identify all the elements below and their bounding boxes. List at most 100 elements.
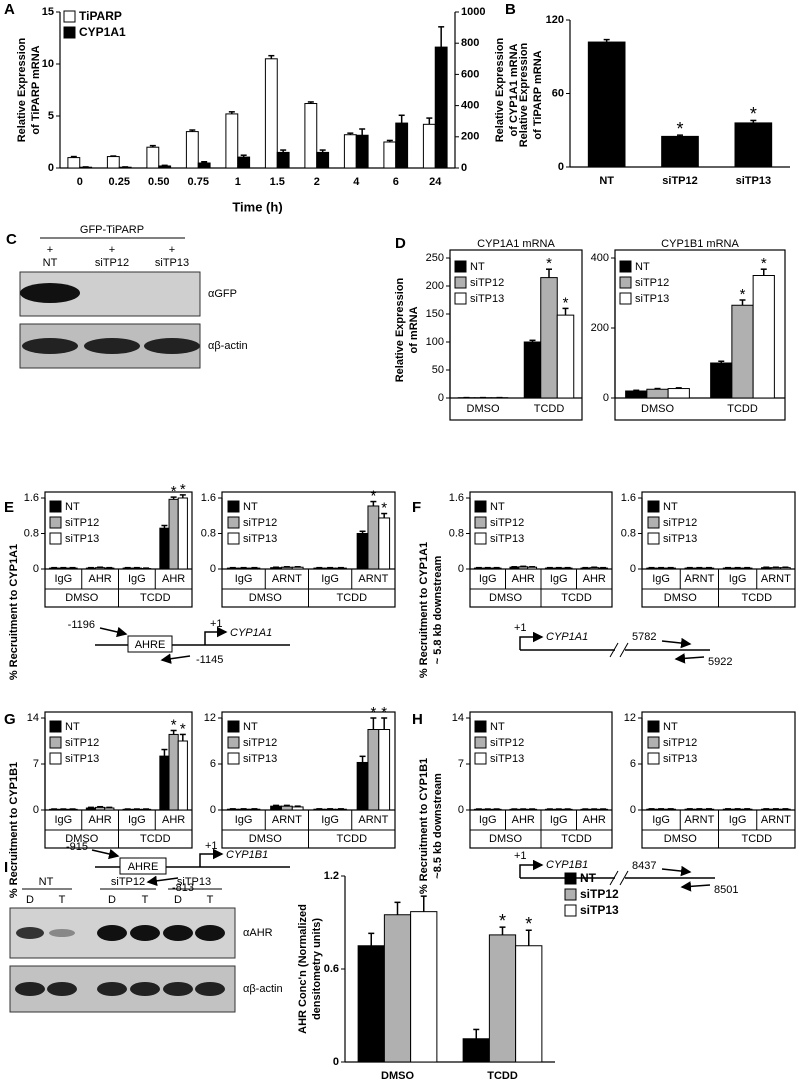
legend-swatch <box>49 752 62 765</box>
bar <box>237 156 251 169</box>
group-label: DMSO <box>249 592 282 604</box>
bar <box>177 740 188 811</box>
x-tick-label: IgG <box>321 573 339 585</box>
x-tick-label: ARNT <box>358 814 388 826</box>
panel-letter: G <box>4 711 16 728</box>
legend-label: NT <box>580 871 597 885</box>
x-tick-label: ARNT <box>272 573 302 585</box>
x-tick-label: ARNT <box>272 814 302 826</box>
legend-label: siTP12 <box>65 517 99 529</box>
y-tick-label: 0 <box>558 161 564 173</box>
y-axis-label: densitometry units) <box>311 918 323 1020</box>
bar <box>304 103 318 169</box>
bar <box>710 362 733 399</box>
x-tick-label: 6 <box>393 176 399 188</box>
lane-label: siTP12 <box>95 257 129 269</box>
element-box <box>127 635 173 653</box>
y-tick-label: 200 <box>426 280 444 292</box>
legend-label: siTP13 <box>243 753 277 765</box>
promoter-diagram: AHRE -915 +1 CYP1B1 -813 <box>66 840 290 894</box>
lane-label: D <box>26 894 34 906</box>
y-tick-label: 0 <box>438 392 444 404</box>
significance-mark: * <box>370 488 376 505</box>
bar <box>422 123 436 169</box>
x-tick-label: IgG <box>479 573 497 585</box>
bar <box>625 390 648 399</box>
tss-arrow <box>519 631 544 650</box>
lane-label: D <box>108 894 116 906</box>
group-label: TCDD <box>561 592 592 604</box>
band <box>49 929 75 937</box>
y-axis-label: of TiPARP mRNA <box>30 45 42 134</box>
x-tick-label: ARNT <box>761 814 791 826</box>
x-tick-label: AHR <box>89 573 112 585</box>
bar <box>357 945 385 1063</box>
bar <box>734 122 773 168</box>
bar <box>661 135 699 168</box>
band <box>195 925 225 941</box>
bar <box>104 807 115 811</box>
tss-arrow <box>519 859 544 878</box>
x-tick-label: AHR <box>583 573 606 585</box>
significance-mark: * <box>381 704 387 721</box>
x-tick-label: IgG <box>235 814 253 826</box>
x-tick-label: AHR <box>162 814 185 826</box>
bar <box>177 497 188 570</box>
significance-mark: * <box>180 481 186 498</box>
bar <box>367 505 380 570</box>
bar <box>523 341 542 399</box>
band <box>16 927 44 939</box>
blot-header: GFP-TiPARP <box>80 224 144 236</box>
y-tick-label: 250 <box>426 252 444 264</box>
x-tick-label: IgG <box>550 573 568 585</box>
y-tick-label: 7 <box>33 758 39 770</box>
primer-label: -1145 <box>196 654 223 666</box>
bar <box>158 165 172 169</box>
y-tick-label: 0 <box>210 563 216 575</box>
x-tick-label: IgG <box>235 573 253 585</box>
legend-swatch <box>564 872 577 885</box>
treatment: + <box>169 244 175 256</box>
x-tick-label: TCDD <box>727 403 758 415</box>
y-axis-label: of mRNA <box>408 306 420 353</box>
x-tick-label: siTP13 <box>736 175 771 187</box>
x-tick-label: AHR <box>512 814 535 826</box>
primer-arrow <box>661 637 692 649</box>
bar <box>367 729 380 811</box>
group-label: TCDD <box>336 592 367 604</box>
y-tick-label: 0 <box>48 162 54 174</box>
group-label: DMSO <box>249 833 282 845</box>
significance-mark: * <box>180 720 186 737</box>
significance-mark: * <box>750 104 757 124</box>
x-tick-label: DMSO <box>641 403 674 415</box>
x-tick-label: ARNT <box>684 573 714 585</box>
gene-label: CYP1B1 <box>546 859 588 871</box>
y-tick-label: 1.6 <box>201 492 216 504</box>
bar <box>395 122 409 169</box>
y-tick-label: 0 <box>33 804 39 816</box>
y-tick-label: 6 <box>210 758 216 770</box>
x-tick-label: IgG <box>128 573 146 585</box>
y-tick-label: 1.6 <box>24 492 39 504</box>
band <box>97 982 127 996</box>
y-tick-label: 0 <box>333 1056 339 1068</box>
antibody-label: αβ-actin <box>243 983 283 995</box>
legend-swatch <box>227 752 240 765</box>
bar <box>518 566 529 570</box>
y-tick-label: 0 <box>33 563 39 575</box>
bar <box>434 46 448 169</box>
antibody-label: αAHR <box>243 927 273 939</box>
significance-mark: * <box>499 911 506 931</box>
y-tick-label: 0.8 <box>621 527 636 539</box>
bar <box>383 141 397 169</box>
x-tick-label: IgG <box>55 573 73 585</box>
legend-label: siTP13 <box>663 753 697 765</box>
treatment: + <box>47 244 53 256</box>
element-label: AHRE <box>128 861 159 873</box>
legend-swatch <box>63 10 76 23</box>
panel-letter: H <box>412 711 423 728</box>
y-tick-label: 1.2 <box>324 870 339 882</box>
y-axis-label: Relative Expression <box>394 277 406 382</box>
legend-swatch <box>63 26 76 39</box>
significance-mark: * <box>171 483 177 500</box>
